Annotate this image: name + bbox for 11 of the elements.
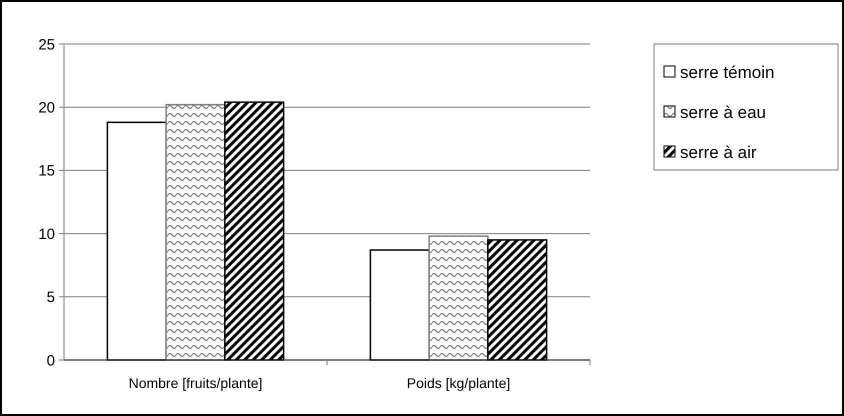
y-tick-label: 20 <box>38 99 55 116</box>
legend-label: serre à air <box>680 142 757 162</box>
y-tick-label: 5 <box>46 289 55 306</box>
x-tick-label: Nombre [fruits/plante] <box>128 375 262 391</box>
legend-label: serre à eau <box>680 102 766 122</box>
y-tick-label: 25 <box>38 36 55 54</box>
y-tick-label: 0 <box>46 352 55 370</box>
y-tick-label: 10 <box>38 226 55 243</box>
legend-label: serre témoin <box>680 62 774 82</box>
x-tick-label: Poids [kg/plante] <box>406 375 510 391</box>
y-tick-label: 15 <box>38 162 55 180</box>
